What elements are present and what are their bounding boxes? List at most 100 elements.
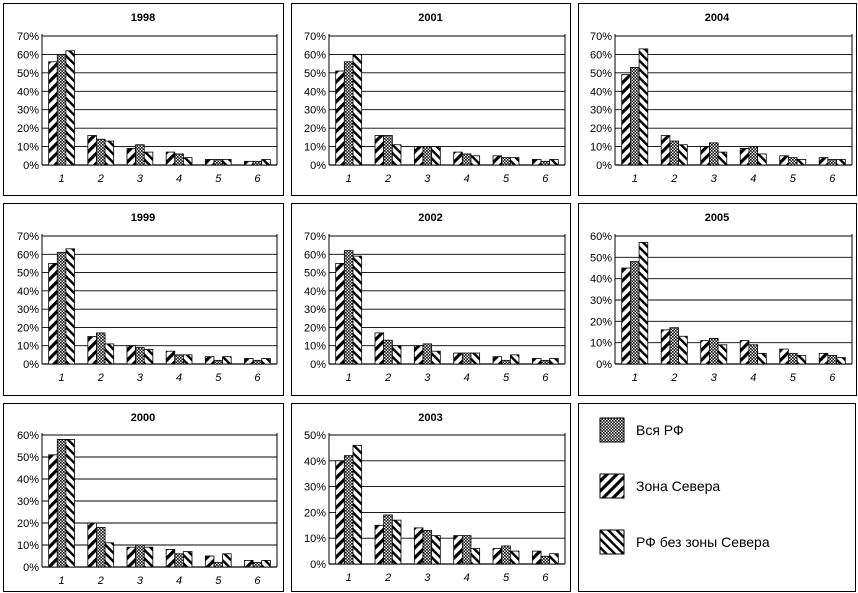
series-c-bar (143, 151, 154, 166)
series-a-bar (87, 522, 97, 568)
y-tick-label: 0% (23, 562, 39, 574)
series-a-bar (453, 151, 463, 166)
series-c-bar (182, 551, 193, 568)
series-b-bar (501, 157, 511, 166)
series-c-bar (509, 157, 520, 166)
y-tick-label: 0% (310, 359, 326, 371)
y-tick-label: 50% (590, 252, 612, 264)
series-c-bar (470, 548, 481, 565)
x-tick-label: 2 (670, 372, 677, 384)
x-tick-label: 2 (384, 372, 391, 384)
series-c-bar (261, 560, 271, 568)
series-b-bar (748, 344, 758, 365)
x-tick-label: 1 (59, 372, 65, 384)
series-b-bar (56, 438, 67, 568)
legend-swatch (599, 417, 625, 443)
x-tick-label: 6 (254, 372, 261, 384)
x-tick-label: 2 (97, 173, 104, 185)
series-b-bar (501, 359, 511, 365)
series-b-bar (135, 144, 145, 166)
series-b-bar (501, 545, 511, 565)
chart-title: 1999 (131, 212, 155, 224)
series-a-bar (204, 555, 215, 568)
x-tick-label: 4 (464, 572, 470, 584)
legend-item: Вся РФ (599, 417, 684, 443)
y-tick-label: 0% (596, 359, 612, 371)
x-tick-label: 6 (829, 372, 836, 384)
legend-frame (578, 403, 856, 592)
series-c-bar (143, 546, 154, 568)
series-a-bar (531, 159, 542, 166)
series-b-bar (135, 347, 145, 365)
x-tick-label: 3 (711, 372, 718, 384)
series-b-bar (213, 359, 223, 365)
series-b-bar (461, 535, 472, 565)
series-c-bar (222, 553, 232, 568)
chart-title: 2005 (705, 212, 729, 224)
x-tick-label: 1 (346, 572, 352, 584)
x-tick-label: 6 (542, 372, 549, 384)
series-b-bar (709, 142, 719, 166)
series-a-bar (621, 267, 631, 365)
y-tick-label: 60% (590, 231, 612, 243)
x-tick-label: 5 (215, 575, 222, 587)
series-a-bar (492, 356, 503, 365)
chart-title: 1998 (131, 12, 155, 24)
series-b-bar (827, 355, 837, 365)
chart-panel: 1999 0% 10% 20% 30% 40% 50% 60% 70% 1 2 3 4 5 6 (3, 203, 284, 396)
x-tick-label: 6 (254, 575, 261, 587)
series-c-bar (182, 157, 193, 166)
series-b-bar (252, 160, 263, 166)
series-b-bar (669, 327, 679, 365)
series-c-bar (717, 344, 728, 365)
series-a-bar (165, 350, 176, 365)
series-c-bar (352, 255, 363, 365)
x-tick-label: 1 (346, 372, 352, 384)
series-c-bar (796, 355, 807, 365)
series-b-bar (343, 250, 354, 365)
y-tick-label: 50% (304, 68, 326, 80)
series-a-bar (126, 546, 137, 568)
legend-label: Зона Севера (636, 478, 720, 494)
series-c-bar (549, 553, 559, 565)
x-tick-label: 1 (59, 575, 65, 587)
x-tick-label: 3 (424, 372, 431, 384)
x-tick-label: 2 (384, 572, 391, 584)
series-b-bar (630, 66, 640, 166)
series-a-bar (453, 352, 463, 365)
y-tick-label: 40% (304, 86, 326, 98)
y-tick-label: 30% (590, 105, 612, 117)
y-tick-label: 0% (310, 160, 326, 172)
x-tick-label: 5 (215, 372, 222, 384)
legend-label: РФ без зоны Севера (636, 534, 770, 550)
y-tick-label: 50% (17, 268, 39, 280)
x-tick-label: 1 (632, 173, 638, 185)
legend-swatch (599, 529, 625, 555)
y-tick-label: 40% (590, 274, 612, 286)
series-c-bar (549, 358, 559, 365)
y-tick-label: 30% (304, 304, 326, 316)
series-c-bar (757, 352, 767, 365)
y-tick-label: 20% (17, 123, 39, 135)
chart-title: 2000 (131, 412, 155, 424)
series-c-bar (65, 50, 75, 166)
y-tick-label: 50% (17, 452, 39, 464)
y-tick-label: 10% (17, 341, 39, 353)
x-tick-label: 6 (542, 173, 549, 185)
y-tick-label: 60% (304, 49, 326, 61)
y-tick-label: 0% (596, 160, 612, 172)
x-tick-label: 4 (176, 173, 182, 185)
x-tick-label: 4 (176, 372, 182, 384)
x-tick-label: 5 (503, 372, 510, 384)
y-tick-label: 20% (304, 507, 326, 519)
series-c-bar (431, 350, 441, 365)
y-tick-label: 40% (17, 86, 39, 98)
x-tick-label: 4 (464, 173, 470, 185)
series-a-bar (453, 535, 463, 565)
series-a-bar (531, 358, 542, 365)
y-tick-label: 10% (304, 341, 326, 353)
series-a-bar (244, 160, 254, 166)
series-b-bar (669, 140, 679, 166)
series-b-bar (96, 527, 106, 568)
y-tick-label: 20% (304, 123, 326, 135)
